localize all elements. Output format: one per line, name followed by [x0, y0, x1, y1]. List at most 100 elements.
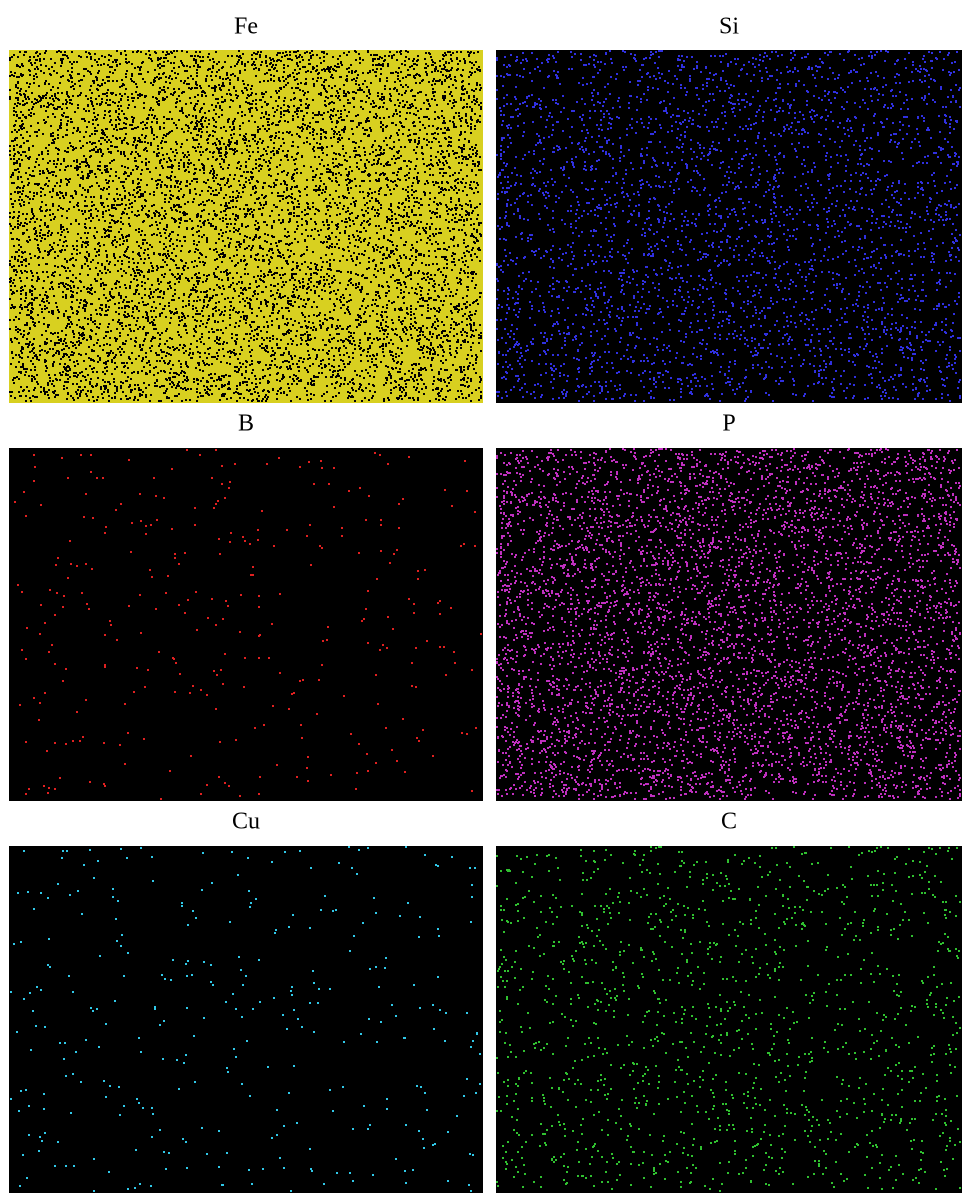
map-dot	[47, 162, 49, 164]
map-dot	[148, 257, 150, 259]
map-dot	[319, 324, 321, 326]
map-dot	[331, 277, 333, 279]
map-dot	[23, 334, 25, 336]
map-dot	[205, 95, 207, 97]
map-dot	[398, 279, 400, 281]
map-dot	[449, 376, 451, 378]
map-dot	[60, 163, 62, 165]
map-dot	[444, 258, 446, 260]
map-dot	[41, 300, 43, 302]
map-dot	[79, 273, 81, 275]
map-dot	[398, 207, 400, 209]
map-dot	[96, 251, 98, 253]
map-dot	[51, 171, 53, 173]
map-dot	[413, 58, 415, 60]
map-dot	[166, 340, 168, 342]
map-dot	[162, 51, 164, 53]
map-dot	[314, 337, 316, 339]
map-dot	[304, 387, 306, 389]
map-dot	[193, 328, 195, 330]
map-dot	[401, 361, 403, 363]
map-dot	[428, 264, 430, 266]
map-dot	[368, 89, 370, 91]
map-dot	[66, 91, 68, 93]
map-dot	[363, 377, 365, 379]
map-dot	[312, 131, 314, 133]
map-dot	[43, 105, 45, 107]
map-dot	[266, 337, 268, 339]
map-dot	[128, 315, 130, 317]
map-dot	[265, 56, 267, 58]
map-dot	[139, 186, 141, 188]
map-dot	[17, 220, 19, 222]
map-dot	[220, 229, 222, 231]
map-dot	[183, 315, 185, 317]
map-dot	[430, 308, 432, 310]
map-dot	[196, 178, 198, 180]
map-dot	[211, 297, 213, 299]
map-dot	[202, 151, 204, 153]
map-dot	[101, 172, 103, 174]
map-dot	[432, 92, 434, 94]
map-dot	[106, 256, 108, 258]
map-dot	[116, 193, 118, 195]
map-dot	[211, 363, 213, 365]
map-dot	[36, 356, 38, 358]
map-dot	[72, 345, 74, 347]
map-dot	[427, 307, 429, 309]
map-dot	[105, 171, 107, 173]
map-dot	[179, 278, 181, 280]
map-dot	[134, 345, 136, 347]
map-dot	[69, 285, 71, 287]
map-dot	[149, 288, 151, 290]
map-dot	[140, 247, 142, 249]
map-dot	[453, 189, 455, 191]
map-dot	[49, 209, 51, 211]
map-dot	[264, 349, 266, 351]
map-dot	[287, 249, 289, 251]
map-dot	[222, 217, 224, 219]
map-dot	[116, 64, 118, 66]
map-dot	[75, 277, 77, 279]
map-dot	[413, 380, 415, 382]
map-dot	[223, 375, 225, 377]
map-dot	[302, 59, 304, 61]
map-dot	[450, 324, 452, 326]
map-dot	[122, 223, 124, 225]
map-dot	[53, 361, 55, 363]
map-dot	[265, 161, 267, 163]
map-dot	[162, 137, 164, 139]
map-dot	[240, 276, 242, 278]
map-dot	[10, 232, 12, 234]
map-dot	[162, 97, 164, 99]
map-dot	[335, 347, 337, 349]
map-dot	[445, 396, 447, 398]
map-dot	[448, 62, 450, 64]
map-dot	[320, 136, 322, 138]
map-dot	[154, 115, 156, 117]
map-dot	[13, 211, 15, 213]
map-dot	[426, 351, 428, 353]
map-dot	[89, 186, 91, 188]
map-dot	[87, 189, 89, 191]
map-dot	[369, 345, 371, 347]
map-dot	[416, 64, 418, 66]
map-dot	[301, 218, 303, 220]
map-dot	[26, 368, 28, 370]
map-dot	[409, 258, 411, 260]
map-dot	[398, 355, 400, 357]
map-dot	[154, 385, 156, 387]
map-dot	[314, 221, 316, 223]
map-dot	[71, 67, 73, 69]
map-dot	[182, 64, 184, 66]
map-dot	[288, 361, 290, 363]
map-dot	[344, 312, 346, 314]
map-dot	[57, 317, 59, 319]
map-dot	[42, 170, 44, 172]
map-dot	[298, 306, 300, 308]
map-dot	[444, 330, 446, 332]
map-dot	[350, 282, 352, 284]
map-dot	[336, 270, 338, 272]
map-dot	[452, 214, 454, 216]
map-dot	[195, 313, 197, 315]
